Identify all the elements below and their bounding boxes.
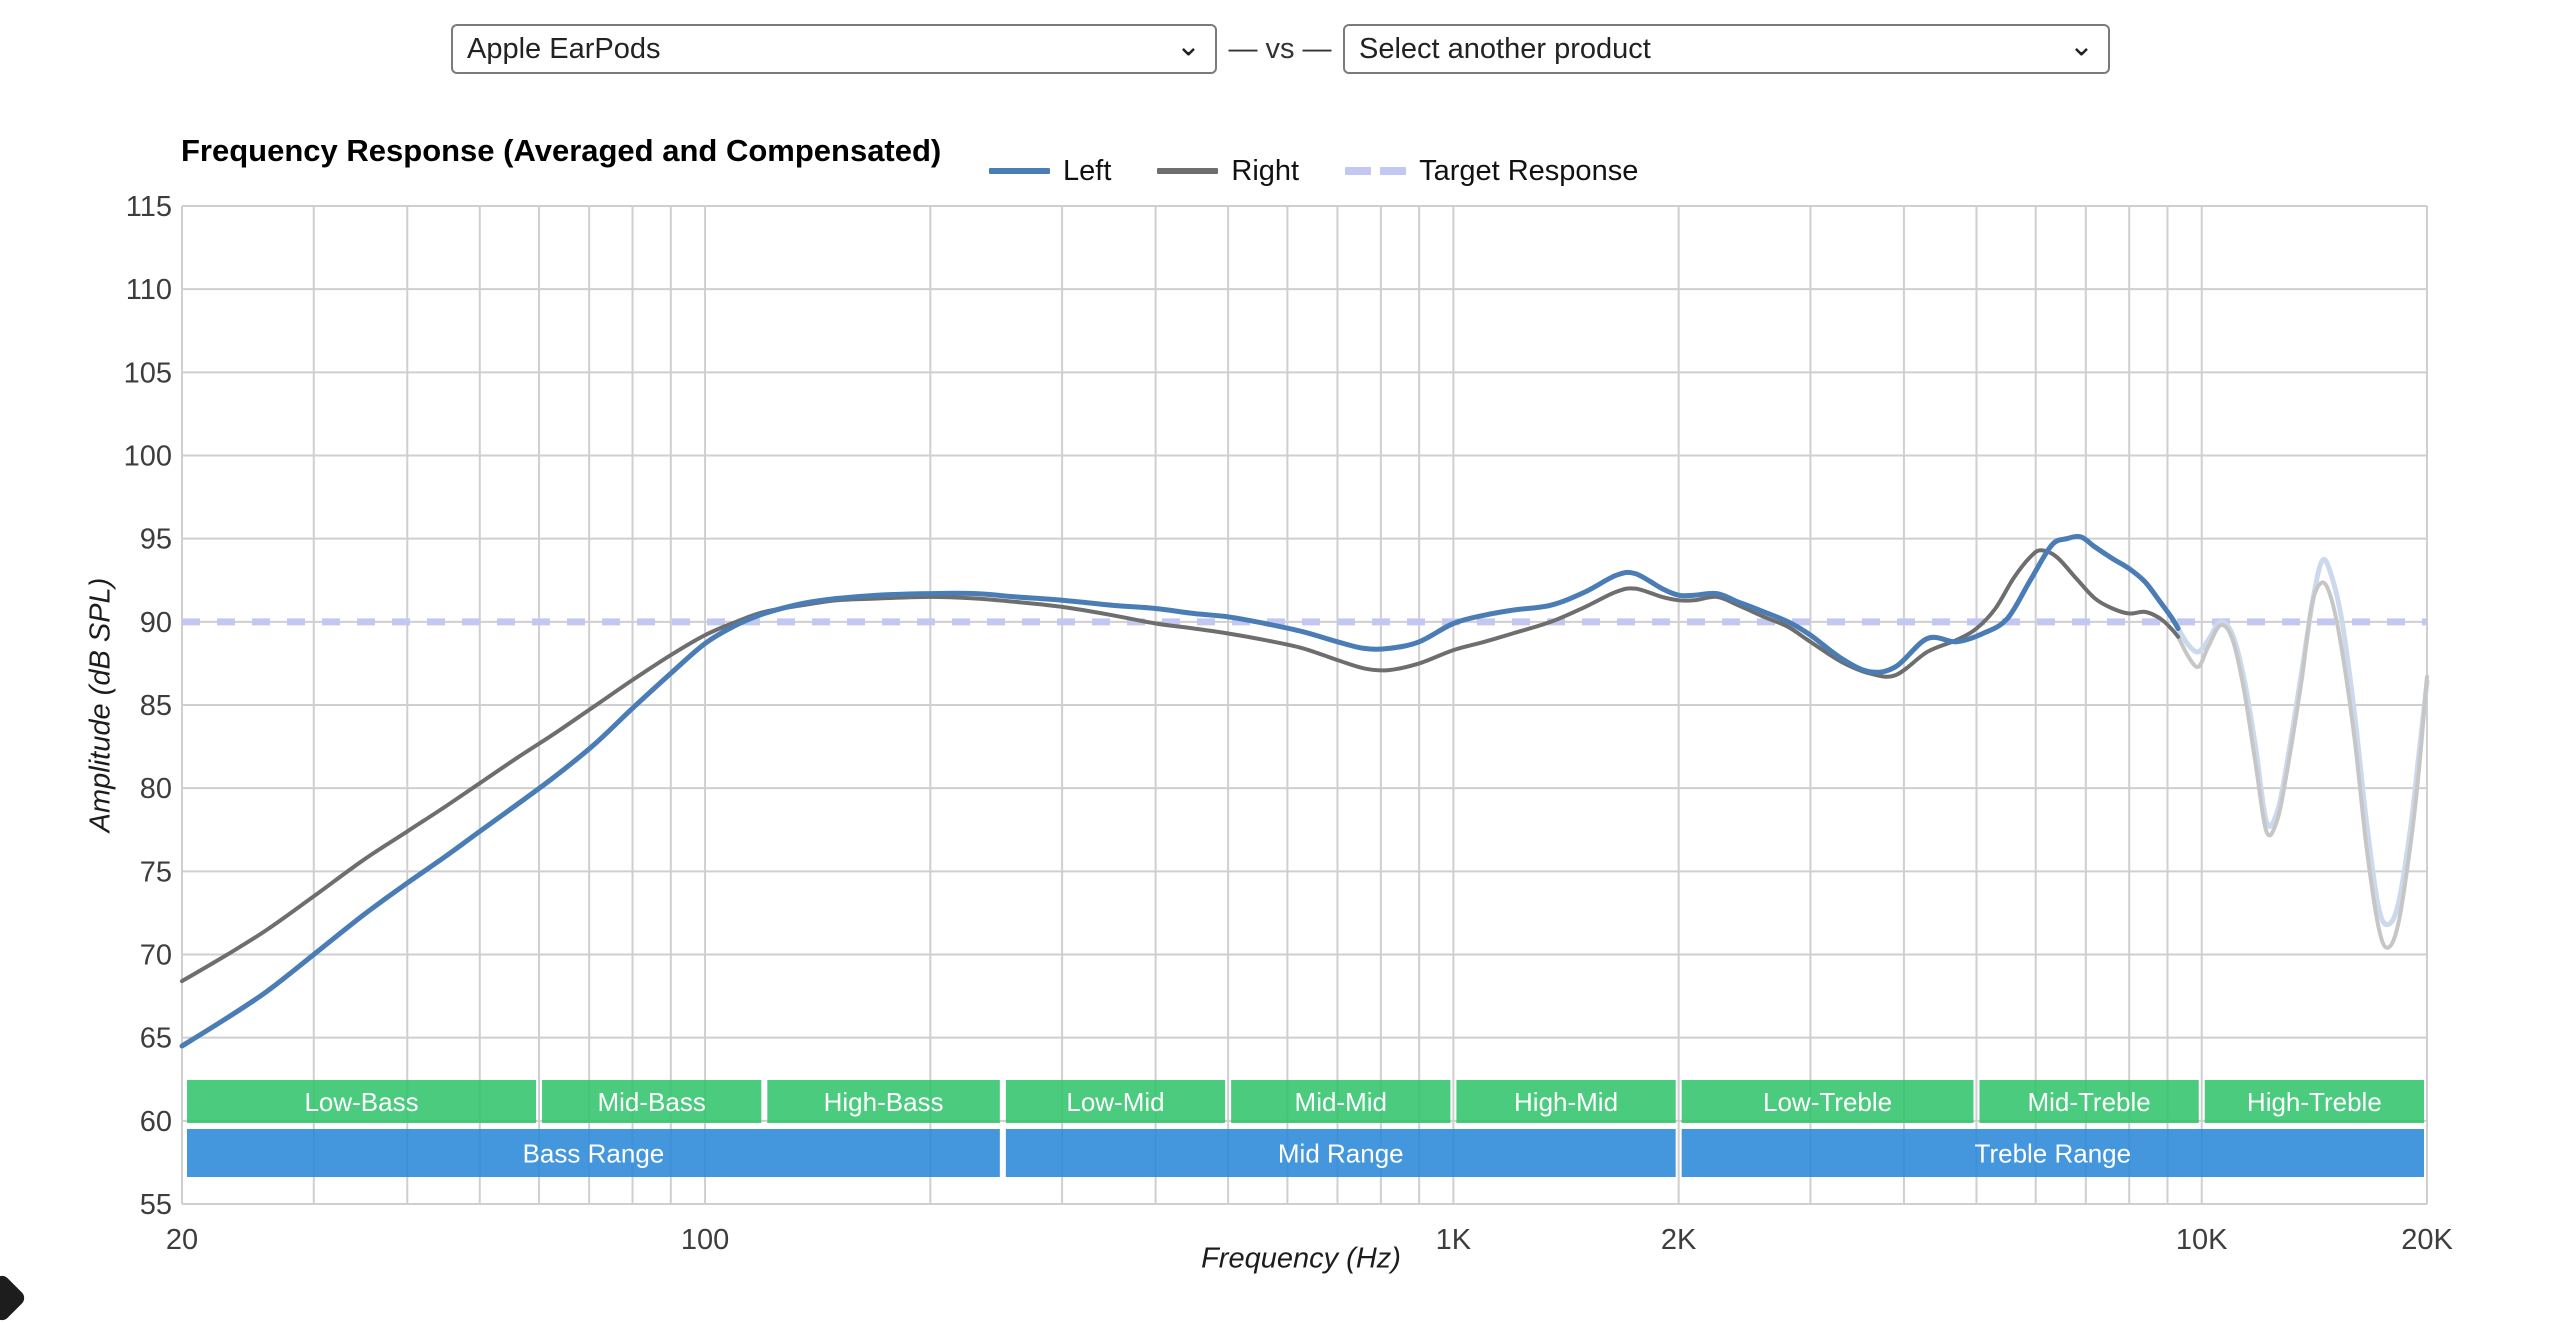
sub-band-label: Low-Bass: [304, 1087, 418, 1117]
series-left-line-faded: [2175, 556, 2430, 928]
y-tick-label: 80: [140, 773, 172, 805]
y-tick-label: 60: [140, 1106, 172, 1138]
sub-band-segment: [767, 1080, 1000, 1123]
x-tick-label: 20K: [2401, 1224, 2453, 1256]
x-tick-label: 1K: [1436, 1224, 1472, 1256]
legend-label-right: Right: [1231, 154, 1300, 187]
main-band-segment: [1681, 1129, 2424, 1177]
grid-lines: [181, 205, 2428, 1205]
x-axis-title: Frequency (Hz): [1201, 1242, 1401, 1275]
legend-item-target[interactable]: Target Response: [1345, 155, 1638, 188]
legend-label-left: Left: [1063, 154, 1112, 187]
sub-band-label: Mid-Treble: [2027, 1087, 2150, 1117]
legend-label-target: Target Response: [1419, 154, 1639, 187]
series-left-line: [179, 533, 2181, 1049]
main-band-segment: [187, 1129, 1000, 1177]
y-tick-label: 75: [140, 856, 172, 888]
sub-band-segment: [1231, 1080, 1451, 1123]
chart-legend: Left Right Target Response: [989, 155, 1684, 188]
sub-band-label: High-Treble: [2247, 1087, 2382, 1117]
sub-band-segment: [187, 1080, 537, 1123]
main-band-label: Bass Range: [523, 1138, 665, 1168]
sub-band-label: Low-Treble: [1763, 1087, 1892, 1117]
x-tick-label: 10K: [2176, 1224, 2228, 1256]
chart-title: Frequency Response (Averaged and Compens…: [181, 133, 942, 168]
right-line-swatch: [1157, 168, 1219, 174]
range-bands: Low-Bass Mid-Bass High-Bass Low-Mid Mid-Mid H…: [187, 1080, 2424, 1177]
main-band-label: Mid Range: [1278, 1138, 1404, 1168]
main-band-segment: [1005, 1129, 1676, 1177]
sub-band-label: Mid-Mid: [1295, 1087, 1387, 1117]
sub-band-segment: [1005, 1080, 1226, 1123]
y-tick-label: 95: [140, 524, 172, 556]
sub-band-label: High-Bass: [824, 1087, 944, 1117]
sub-band-segment: [1979, 1080, 2199, 1123]
y-tick-label: 65: [140, 1023, 172, 1055]
y-tick-label: 105: [124, 357, 172, 389]
sub-band-segment: [2204, 1080, 2424, 1123]
sub-band-segment: [542, 1080, 762, 1123]
y-tick-label: 110: [126, 274, 172, 306]
main-band-label: Treble Range: [1975, 1138, 2132, 1168]
legend-item-left[interactable]: Left: [989, 155, 1111, 188]
target-line-swatch: [1345, 167, 1407, 175]
y-tick-label: 115: [126, 191, 172, 223]
product-select-primary-control[interactable]: Apple EarPods: [451, 24, 1217, 74]
series-right-line: [180, 548, 2181, 984]
x-tick-label: 20: [166, 1224, 198, 1256]
left-line-swatch: [989, 168, 1050, 174]
product-select-compare-control[interactable]: Select another product: [1343, 24, 2110, 74]
tick-labels: 55 60 65 70 75 80 85 90 95 100 105 110 115 20 100 1K 2K 1…: [124, 191, 2454, 1256]
y-tick-label: 90: [140, 607, 172, 639]
y-tick-label: 55: [140, 1189, 172, 1221]
product-select-primary[interactable]: Apple EarPods ⌄: [451, 24, 1217, 74]
x-tick-label: 100: [681, 1224, 729, 1256]
x-tick-label: 2K: [1661, 1224, 1697, 1256]
sub-band-segment: [1681, 1080, 1974, 1123]
vs-separator: — vs —: [1228, 32, 1332, 65]
sub-band-label: High-Mid: [1514, 1087, 1618, 1117]
legend-item-right[interactable]: Right: [1157, 155, 1299, 188]
sub-band-label: Low-Mid: [1066, 1087, 1164, 1117]
sub-band-label: Mid-Bass: [598, 1087, 706, 1117]
y-tick-label: 85: [140, 690, 172, 722]
sub-band-segment: [1456, 1080, 1676, 1123]
series-right-line-faded: [2176, 580, 2429, 950]
y-tick-label: 100: [124, 441, 172, 473]
y-tick-label: 70: [140, 940, 172, 972]
